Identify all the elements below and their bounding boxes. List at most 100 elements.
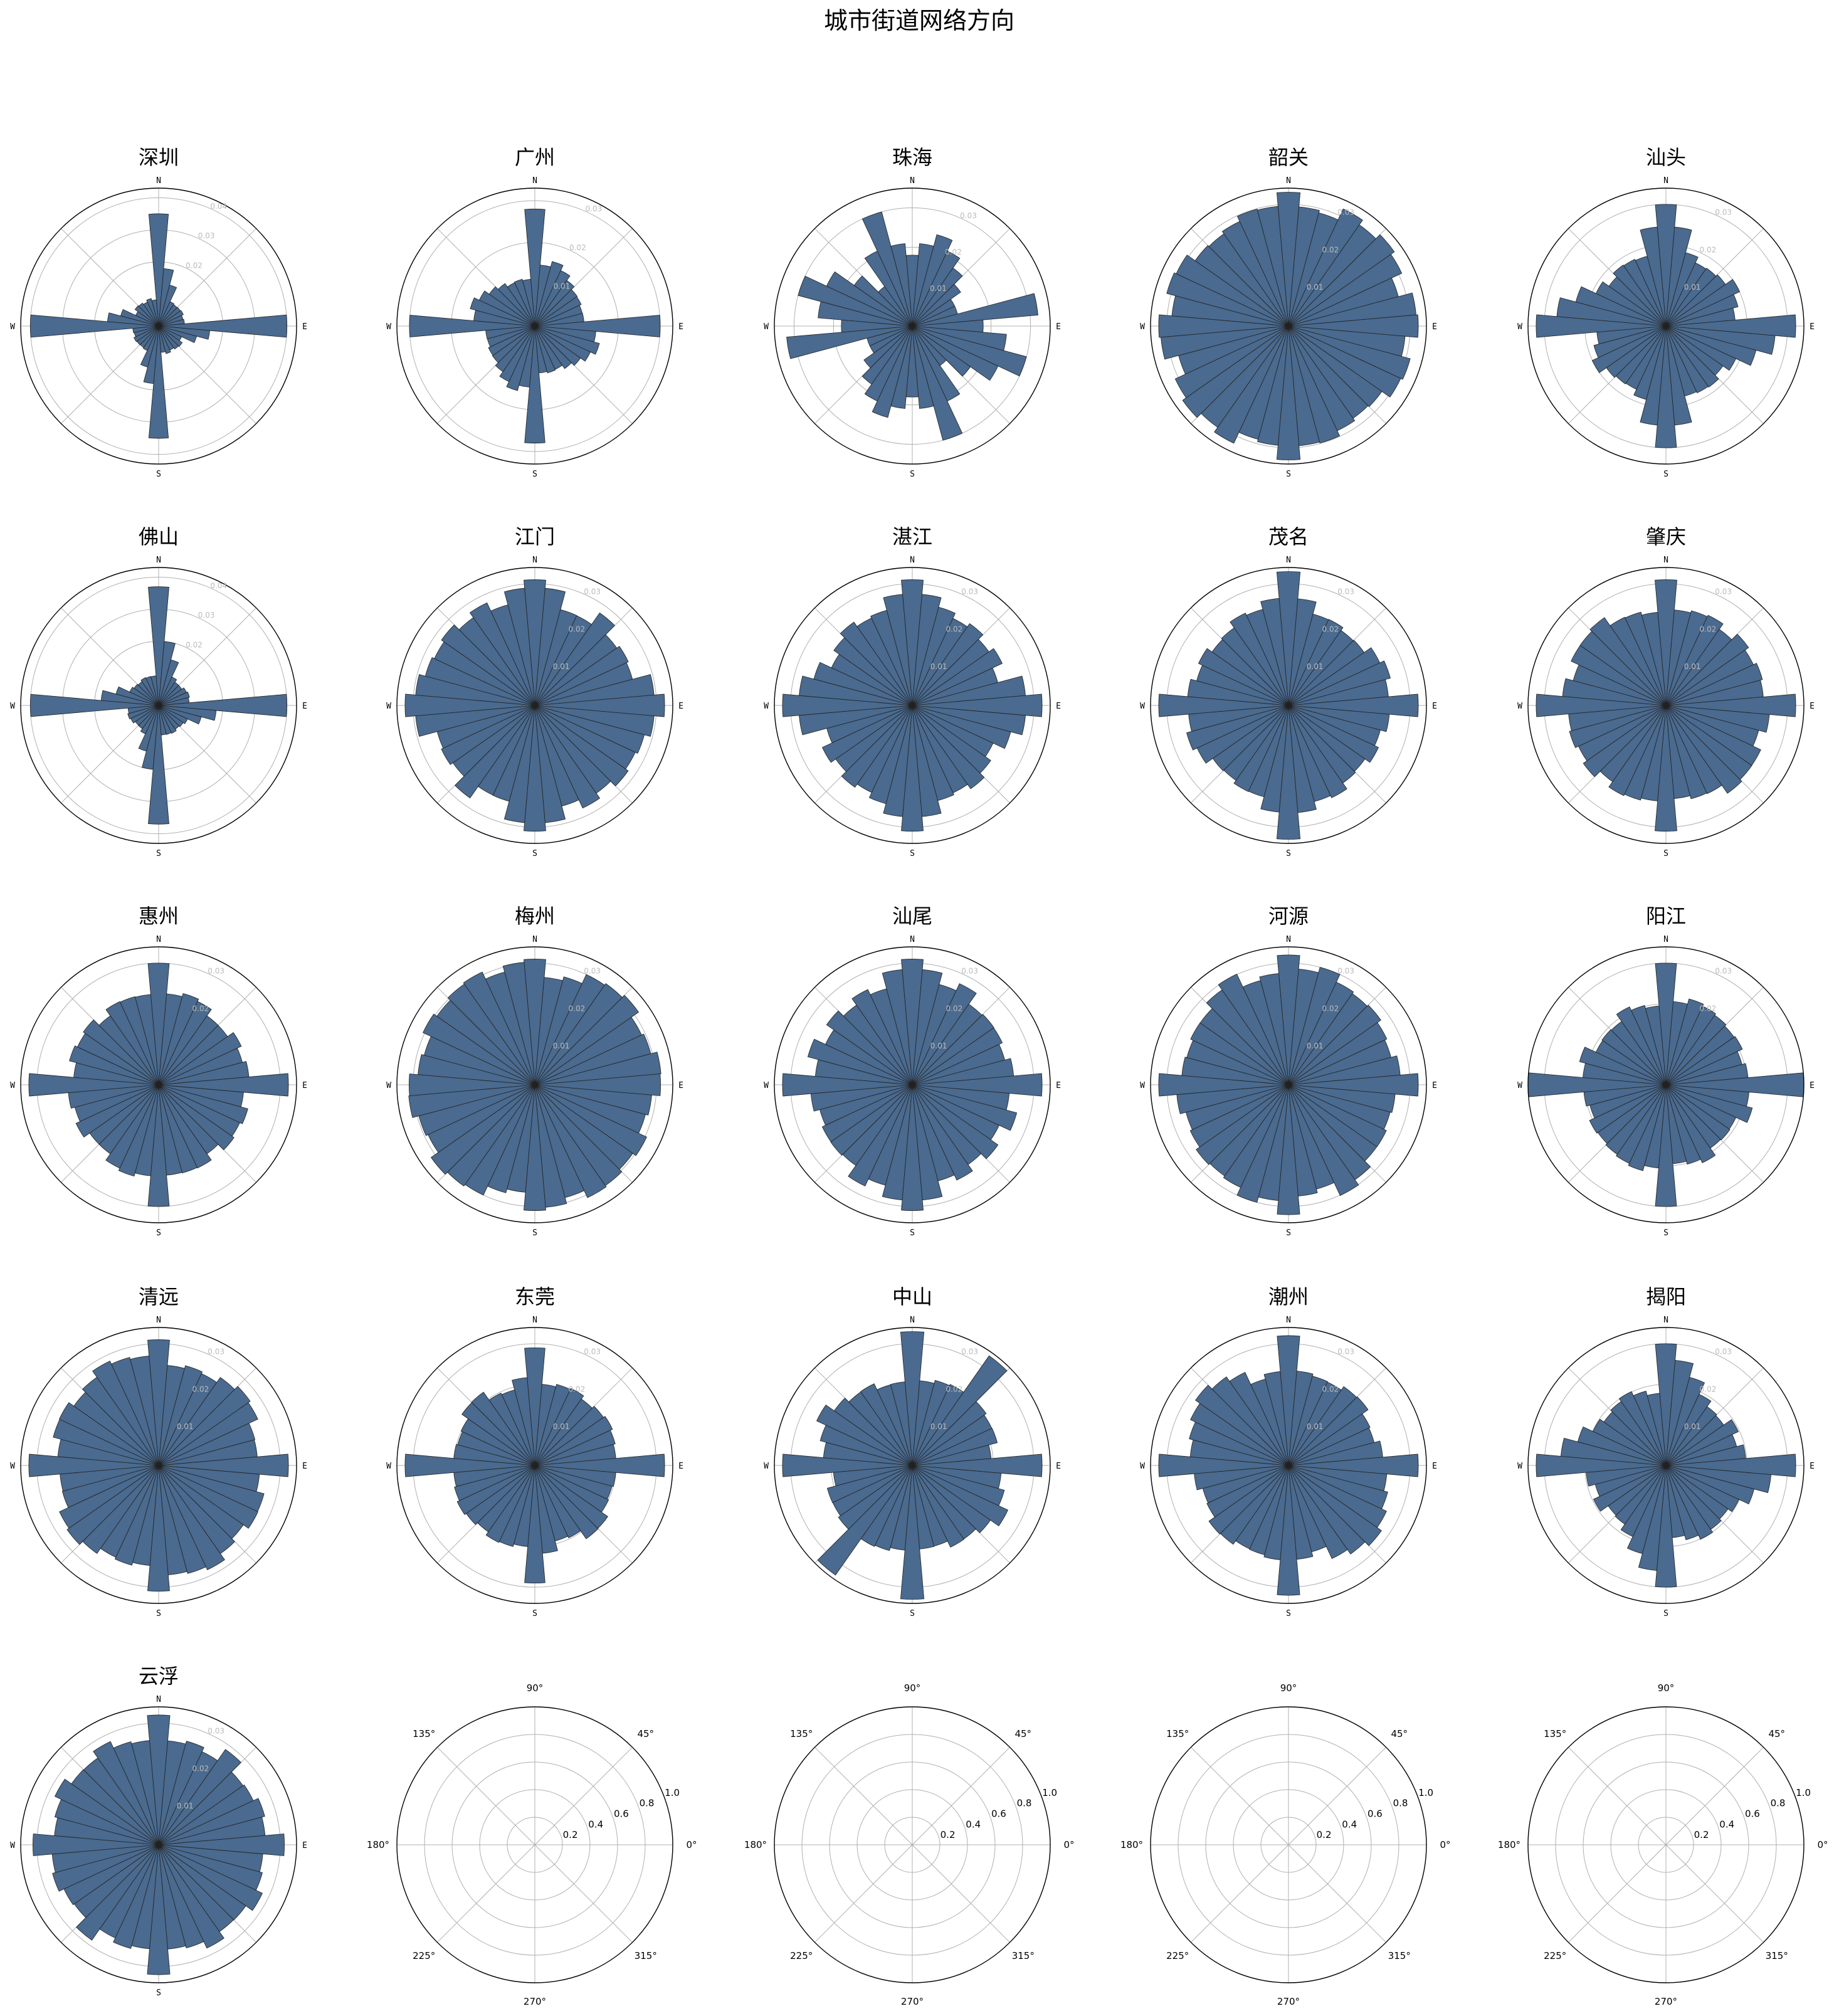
bar bbox=[502, 962, 535, 1085]
radial-tick-label: 0.8 bbox=[1393, 1798, 1408, 1809]
polar-frame bbox=[20, 567, 297, 844]
angle-tick-label: 180° bbox=[744, 1839, 767, 1850]
bar bbox=[454, 1465, 535, 1501]
angle-tick-label: 135° bbox=[1544, 1728, 1566, 1739]
bar bbox=[782, 694, 913, 717]
radial-tick-label: 0.01 bbox=[1307, 1042, 1324, 1050]
bar bbox=[1236, 208, 1289, 327]
bar bbox=[1288, 705, 1379, 763]
bar bbox=[1288, 1454, 1419, 1477]
bar bbox=[1655, 579, 1677, 706]
bar bbox=[158, 1844, 204, 1949]
polar-frame bbox=[1527, 946, 1805, 1223]
bar bbox=[522, 278, 535, 327]
bar bbox=[1174, 325, 1289, 398]
compass-label: N bbox=[156, 556, 161, 565]
bar bbox=[114, 1465, 159, 1566]
bar bbox=[148, 213, 169, 327]
compass-label: N bbox=[910, 556, 915, 565]
radial-tick-label: 0.02 bbox=[192, 1004, 209, 1013]
bar bbox=[138, 302, 159, 327]
radial-tick-label: 0.02 bbox=[569, 1004, 586, 1013]
bar bbox=[912, 1465, 1009, 1527]
polar-frame bbox=[20, 187, 297, 465]
compass-label: W bbox=[386, 1462, 391, 1471]
radial-tick-label: 0.03 bbox=[208, 1727, 224, 1736]
polar-frame bbox=[1150, 187, 1427, 465]
bar bbox=[524, 579, 546, 706]
radial-tick-label: 0.01 bbox=[930, 1042, 947, 1050]
bar bbox=[912, 325, 934, 409]
bar bbox=[1665, 1465, 1755, 1505]
bar bbox=[807, 1038, 913, 1085]
bar bbox=[1583, 705, 1667, 778]
bar bbox=[1288, 254, 1403, 327]
compass-label: E bbox=[678, 322, 683, 332]
bar bbox=[512, 1377, 535, 1466]
bar bbox=[912, 1027, 1003, 1085]
bar bbox=[158, 659, 179, 706]
bar bbox=[1665, 294, 1739, 327]
compass-label: S bbox=[1663, 849, 1668, 858]
angle-tick-label: 45° bbox=[1768, 1728, 1785, 1739]
radial-tick-label: 0.02 bbox=[1322, 625, 1339, 633]
angle-tick-label: 270° bbox=[901, 1996, 924, 2007]
angle-tick-label: 135° bbox=[1166, 1728, 1189, 1739]
bar bbox=[424, 657, 535, 706]
bar bbox=[1288, 1073, 1419, 1097]
bar bbox=[534, 1465, 599, 1539]
bar bbox=[534, 694, 665, 717]
bar bbox=[71, 1769, 159, 1845]
city-title: 韶关 bbox=[1268, 145, 1309, 169]
radial-tick-label: 0.02 bbox=[569, 243, 586, 252]
bar bbox=[158, 1084, 248, 1124]
bar bbox=[912, 1355, 1008, 1466]
compass-label: N bbox=[156, 1316, 161, 1325]
bar bbox=[129, 687, 159, 706]
bar bbox=[158, 1032, 242, 1085]
bar bbox=[1665, 1084, 1731, 1141]
bar bbox=[158, 677, 177, 706]
polar-frame bbox=[396, 187, 673, 465]
bar bbox=[534, 261, 564, 327]
bar bbox=[1655, 1465, 1677, 1588]
bar bbox=[145, 676, 159, 706]
angle-tick-label: 0° bbox=[1817, 1839, 1828, 1850]
bar bbox=[912, 705, 985, 789]
radial-tick-label: 0.2 bbox=[1317, 1829, 1332, 1840]
city-title: 肇庆 bbox=[1646, 525, 1686, 549]
compass-label: S bbox=[1663, 470, 1668, 479]
bar bbox=[534, 705, 629, 787]
bar bbox=[1655, 963, 1677, 1085]
bar bbox=[1665, 1015, 1727, 1085]
city-panel: 潮州 0.01 0.02 0.03 N E S W bbox=[1140, 1285, 1437, 1618]
compass-label: S bbox=[1663, 1609, 1668, 1618]
bar bbox=[28, 1073, 159, 1097]
compass-label: N bbox=[1663, 176, 1668, 186]
compass-label: N bbox=[1286, 1316, 1291, 1325]
bar bbox=[1575, 286, 1667, 327]
bar bbox=[1640, 226, 1667, 327]
bar bbox=[409, 1074, 535, 1096]
bar bbox=[1589, 617, 1667, 706]
bar bbox=[130, 1356, 159, 1466]
bar bbox=[912, 234, 953, 327]
bar bbox=[1158, 1454, 1289, 1477]
radial-tick-label: 0.03 bbox=[961, 1348, 978, 1356]
radial-tick-label: 0.02 bbox=[192, 1385, 209, 1393]
bar bbox=[1613, 265, 1667, 327]
radial-tick-label: 0.6 bbox=[991, 1808, 1006, 1819]
bar bbox=[912, 283, 961, 327]
bar bbox=[147, 1465, 170, 1591]
radial-tick-label: 0.01 bbox=[930, 1422, 947, 1431]
compass-label: E bbox=[302, 322, 307, 332]
compass-label: E bbox=[1056, 322, 1061, 332]
bar bbox=[140, 705, 159, 734]
bar bbox=[105, 1001, 159, 1085]
grid-ring bbox=[1233, 1789, 1344, 1901]
empty-polar-axis: 0° 45° 90° 135° 180° 225° 270° 315° 0.2 0.4 0.6 0.8… bbox=[1120, 1682, 1451, 2007]
radial-tick-label: 0.02 bbox=[569, 1385, 586, 1393]
bar bbox=[1288, 325, 1411, 380]
bar bbox=[534, 325, 591, 362]
bar bbox=[499, 325, 535, 383]
